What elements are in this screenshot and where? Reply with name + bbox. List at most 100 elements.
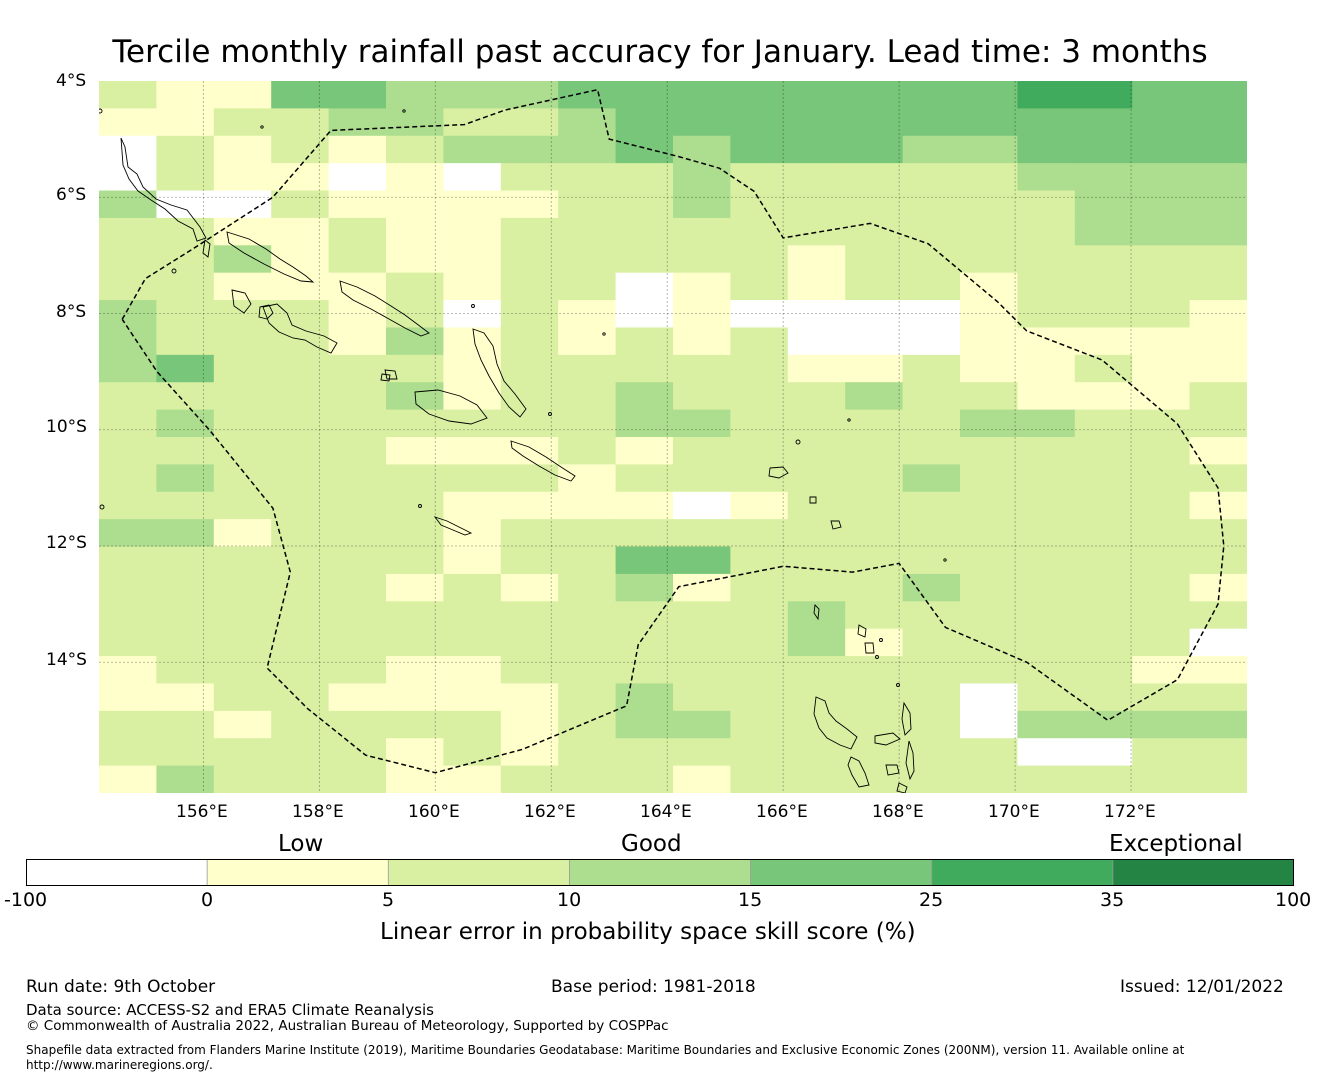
skill-cell [156,683,215,712]
skill-cell [845,272,904,301]
lon-label-166e: 166°E [756,802,808,822]
skill-cell [1189,409,1247,438]
skill-cell [558,135,617,164]
skill-cell [730,108,789,137]
skill-cell [615,327,674,356]
skill-cell [213,765,272,793]
skill-cell [960,327,1018,356]
skill-cell [787,354,846,383]
island-small-14 [260,125,264,129]
skill-cell [328,272,387,301]
island-pentecost [905,740,915,781]
colorbar-segment [388,859,570,886]
skill-cell [271,464,330,493]
skill-cell [902,491,961,520]
skill-cell [213,656,272,685]
skill-cell [673,710,731,739]
skill-cell [1189,710,1247,739]
skill-cell [328,354,387,383]
skill-cell [99,628,157,657]
skill-cell [730,546,789,575]
skill-cell [271,437,330,465]
skill-cell [902,573,961,602]
skill-cell [1189,245,1247,274]
skill-cell [730,327,789,356]
skill-cell [845,683,904,712]
skill-cell [902,464,961,493]
lon-label-160e: 160°E [408,802,460,822]
skill-cell [328,683,387,712]
colorbar-label: Linear error in probability space skill … [380,919,916,945]
lon-label-156e: 156°E [176,802,228,822]
skill-cell [558,163,617,192]
skill-cell [1074,163,1133,192]
skill-cell [673,409,731,438]
skill-cell [271,409,330,438]
skill-cell [960,683,1018,712]
skill-cell [845,601,904,630]
colorbar-segment [1112,859,1294,886]
skill-cell [730,710,789,739]
skill-cell [902,710,961,739]
skill-cell [99,656,157,685]
skill-cell [1132,437,1191,465]
skill-cell [271,163,330,192]
skill-cell [558,217,617,246]
cb-tick-10: 10 [557,889,582,911]
skill-cell [328,409,387,438]
island-small-1 [99,108,103,114]
skill-cell [730,190,789,219]
skill-cell [960,546,1018,575]
skill-cell [99,135,157,164]
cb-tick-35: 35 [1100,889,1125,911]
skill-cell [213,327,272,356]
skill-cell [845,300,904,329]
skill-cell [902,382,961,411]
skill-cell [500,300,559,329]
skill-cell [673,738,731,767]
cb-tick-5: 5 [382,889,395,911]
skill-cell [271,272,330,301]
skill-cell [615,272,674,301]
map-panel[interactable] [99,81,1247,793]
skill-cell [500,108,559,137]
skill-cell [1132,300,1191,329]
skill-cell [1132,272,1191,301]
skill-cell [500,546,559,575]
skill-cell [960,573,1018,602]
skill-cell [1017,245,1076,274]
skill-cell [156,738,215,767]
skill-cell [845,491,904,520]
skill-cell [443,437,502,465]
skill-cell [960,272,1018,301]
skill-cell [328,656,387,685]
skill-cell [443,628,502,657]
skill-cell [673,628,731,657]
skill-cell [1074,656,1133,685]
skill-cell [902,409,961,438]
skill-cell [673,217,731,246]
cb-tick-minus100: -100 [4,889,48,911]
skill-cell [1074,519,1133,548]
skill-cell [1132,628,1191,657]
skill-cell [960,245,1018,274]
island-buka [202,239,211,258]
skill-cell [271,628,330,657]
skill-cell [328,601,387,630]
shapefile-credit-line1: Shapefile data extracted from Flanders M… [26,1043,1185,1057]
skill-cell [673,765,731,793]
skill-map[interactable] [99,81,1247,793]
skill-cell [156,163,215,192]
skill-cell [328,628,387,657]
skill-cell [673,546,731,575]
skill-cell [960,300,1018,329]
skill-cell [902,656,961,685]
skill-cell [386,354,444,383]
skill-cell [1017,300,1076,329]
skill-cell [386,409,444,438]
skill-cell [960,491,1018,520]
skill-cell [328,300,387,329]
skill-cell [386,108,444,137]
skill-cell [1189,163,1247,192]
skill-cell [213,217,272,246]
